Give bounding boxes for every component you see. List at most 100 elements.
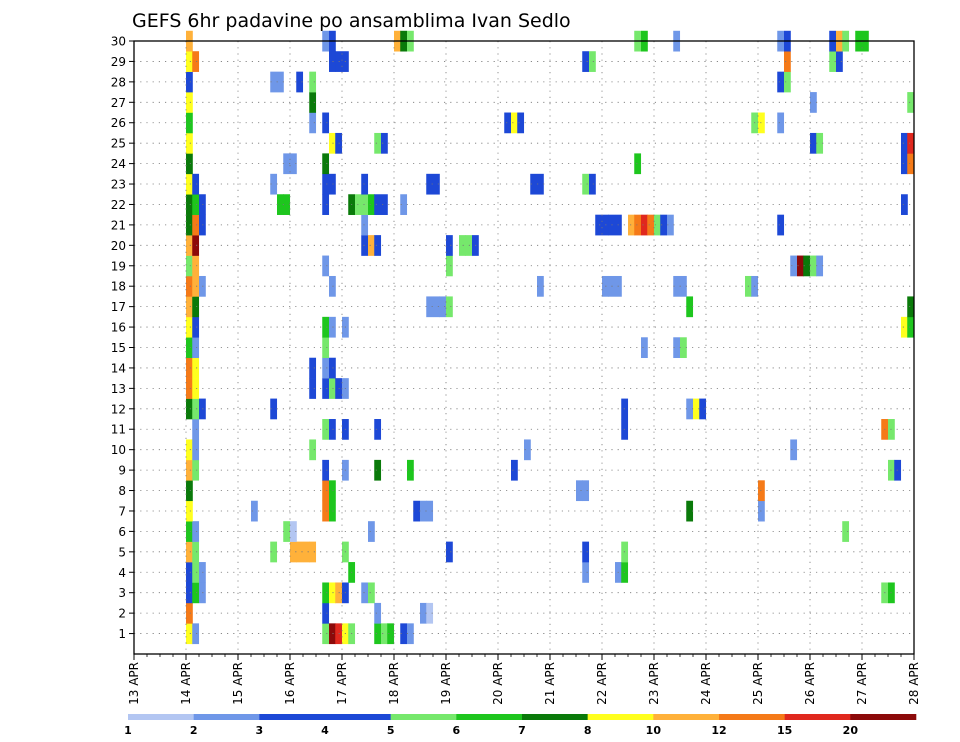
heatmap-cell — [186, 500, 193, 522]
heatmap-cell — [381, 194, 388, 215]
y-tick-label: 4 — [118, 566, 126, 580]
heatmap-cell — [589, 51, 596, 72]
heatmap-cell — [777, 71, 785, 93]
heatmap-cell — [426, 173, 434, 195]
heatmap-cell — [186, 275, 193, 297]
heatmap-cell — [192, 439, 200, 461]
y-tick-label: 22 — [111, 198, 126, 212]
heatmap-cell — [192, 562, 200, 583]
heatmap-cell — [576, 480, 583, 502]
heatmap-cell — [290, 521, 297, 542]
y-tick-label: 24 — [111, 157, 126, 171]
heatmap-cell — [387, 623, 395, 645]
heatmap-cell — [192, 194, 200, 215]
heatmap-cell — [530, 173, 538, 195]
heatmap-cell — [186, 623, 193, 645]
y-tick-label: 23 — [111, 178, 126, 192]
heatmap-cell — [322, 337, 330, 359]
y-tick-label: 12 — [111, 402, 126, 416]
heatmap-cell — [270, 71, 278, 93]
heatmap-cell — [309, 92, 317, 113]
y-tick-label: 20 — [111, 239, 126, 253]
colorbar-label: 5 — [387, 724, 395, 737]
heatmap-cell — [192, 235, 200, 256]
heatmap-cell — [290, 541, 297, 563]
heatmap-cell — [810, 132, 817, 154]
chart-title: GEFS 6hr padavine po ansamblima Ivan Sed… — [132, 10, 571, 32]
heatmap-cell — [504, 112, 512, 134]
heatmap-cell — [374, 459, 382, 481]
heatmap-cell — [186, 132, 193, 154]
heatmap-cell — [322, 194, 330, 215]
heatmap-cell — [322, 378, 330, 399]
heatmap-cell — [595, 214, 603, 236]
heatmap-cell — [186, 235, 193, 256]
colorbar-segment — [193, 714, 260, 720]
heatmap-cell — [277, 71, 284, 93]
heatmap-cell — [634, 153, 642, 175]
heatmap-cell — [270, 398, 278, 420]
y-tick-label: 19 — [111, 259, 126, 273]
heatmap-cell — [322, 419, 330, 440]
heatmap-cell — [465, 235, 473, 256]
heatmap-cell — [790, 439, 798, 461]
colorbar-label: 6 — [453, 724, 461, 737]
heatmap-cell — [693, 398, 700, 420]
heatmap-cell — [374, 623, 382, 645]
heatmap-cell — [901, 153, 908, 175]
heatmap-cell — [433, 296, 440, 318]
y-tick-label: 13 — [111, 382, 126, 396]
x-tick-label: 21 APR — [543, 662, 557, 705]
heatmap-cell — [192, 378, 200, 399]
colorbar: 1 2 3 4 5 6 7 8 10 12 15 20 — [124, 714, 917, 737]
heatmap-cell — [407, 623, 414, 645]
heatmap-cell — [673, 275, 681, 297]
heatmap-cell — [413, 500, 421, 522]
x-axis-ticks: 13 APR 14 APR 15 APR 16 APR 17 APR 18 APR 19 A… — [127, 654, 921, 705]
heatmap-cell — [816, 255, 824, 277]
heatmap-cell — [374, 194, 382, 215]
heatmap-cell — [309, 71, 317, 93]
heatmap-cell — [634, 214, 642, 236]
x-tick-label: 13 APR — [127, 662, 141, 705]
heatmap-cell — [654, 214, 661, 236]
heatmap-cell — [186, 459, 193, 481]
heatmap-cell — [192, 214, 200, 236]
heatmap-cell — [641, 214, 648, 236]
x-tick-label: 25 APR — [751, 662, 765, 705]
heatmap-cell — [641, 337, 648, 359]
heatmap-cell — [186, 112, 193, 134]
heatmap-cell — [582, 51, 590, 72]
colorbar-segment — [456, 714, 523, 720]
heatmap-cell — [322, 173, 330, 195]
colorbar-label: 12 — [711, 724, 726, 737]
y-tick-label: 29 — [111, 55, 126, 69]
colorbar-segment — [128, 714, 194, 720]
y-tick-label: 2 — [118, 607, 126, 621]
y-tick-label: 14 — [111, 361, 126, 375]
heatmap-cell — [446, 255, 453, 277]
heatmap-cell — [186, 541, 193, 563]
y-tick-label: 6 — [118, 525, 126, 539]
x-tick-label: 23 APR — [647, 662, 661, 705]
heatmap-cell — [647, 214, 655, 236]
heatmap-cell — [322, 316, 330, 338]
colorbar-label: 1 — [124, 724, 132, 737]
heatmap-cell — [810, 255, 817, 277]
heatmap-cell — [803, 255, 811, 277]
heatmap-cell — [901, 194, 908, 215]
heatmap-cell — [283, 521, 291, 542]
heatmap-cell — [322, 623, 330, 645]
y-tick-label: 3 — [118, 586, 126, 600]
heatmap-cell — [296, 541, 304, 563]
heatmap-cell — [680, 275, 687, 297]
colorbar-segment — [390, 714, 457, 720]
heatmap-cell — [400, 194, 408, 215]
heatmap-cell — [186, 582, 193, 604]
x-tick-label: 22 APR — [595, 662, 609, 705]
heatmap-cell — [186, 316, 193, 338]
heatmap-cell — [309, 378, 317, 399]
x-tick-label: 20 APR — [491, 662, 505, 705]
heatmap-cell — [192, 51, 200, 72]
y-tick-label: 28 — [111, 75, 126, 89]
